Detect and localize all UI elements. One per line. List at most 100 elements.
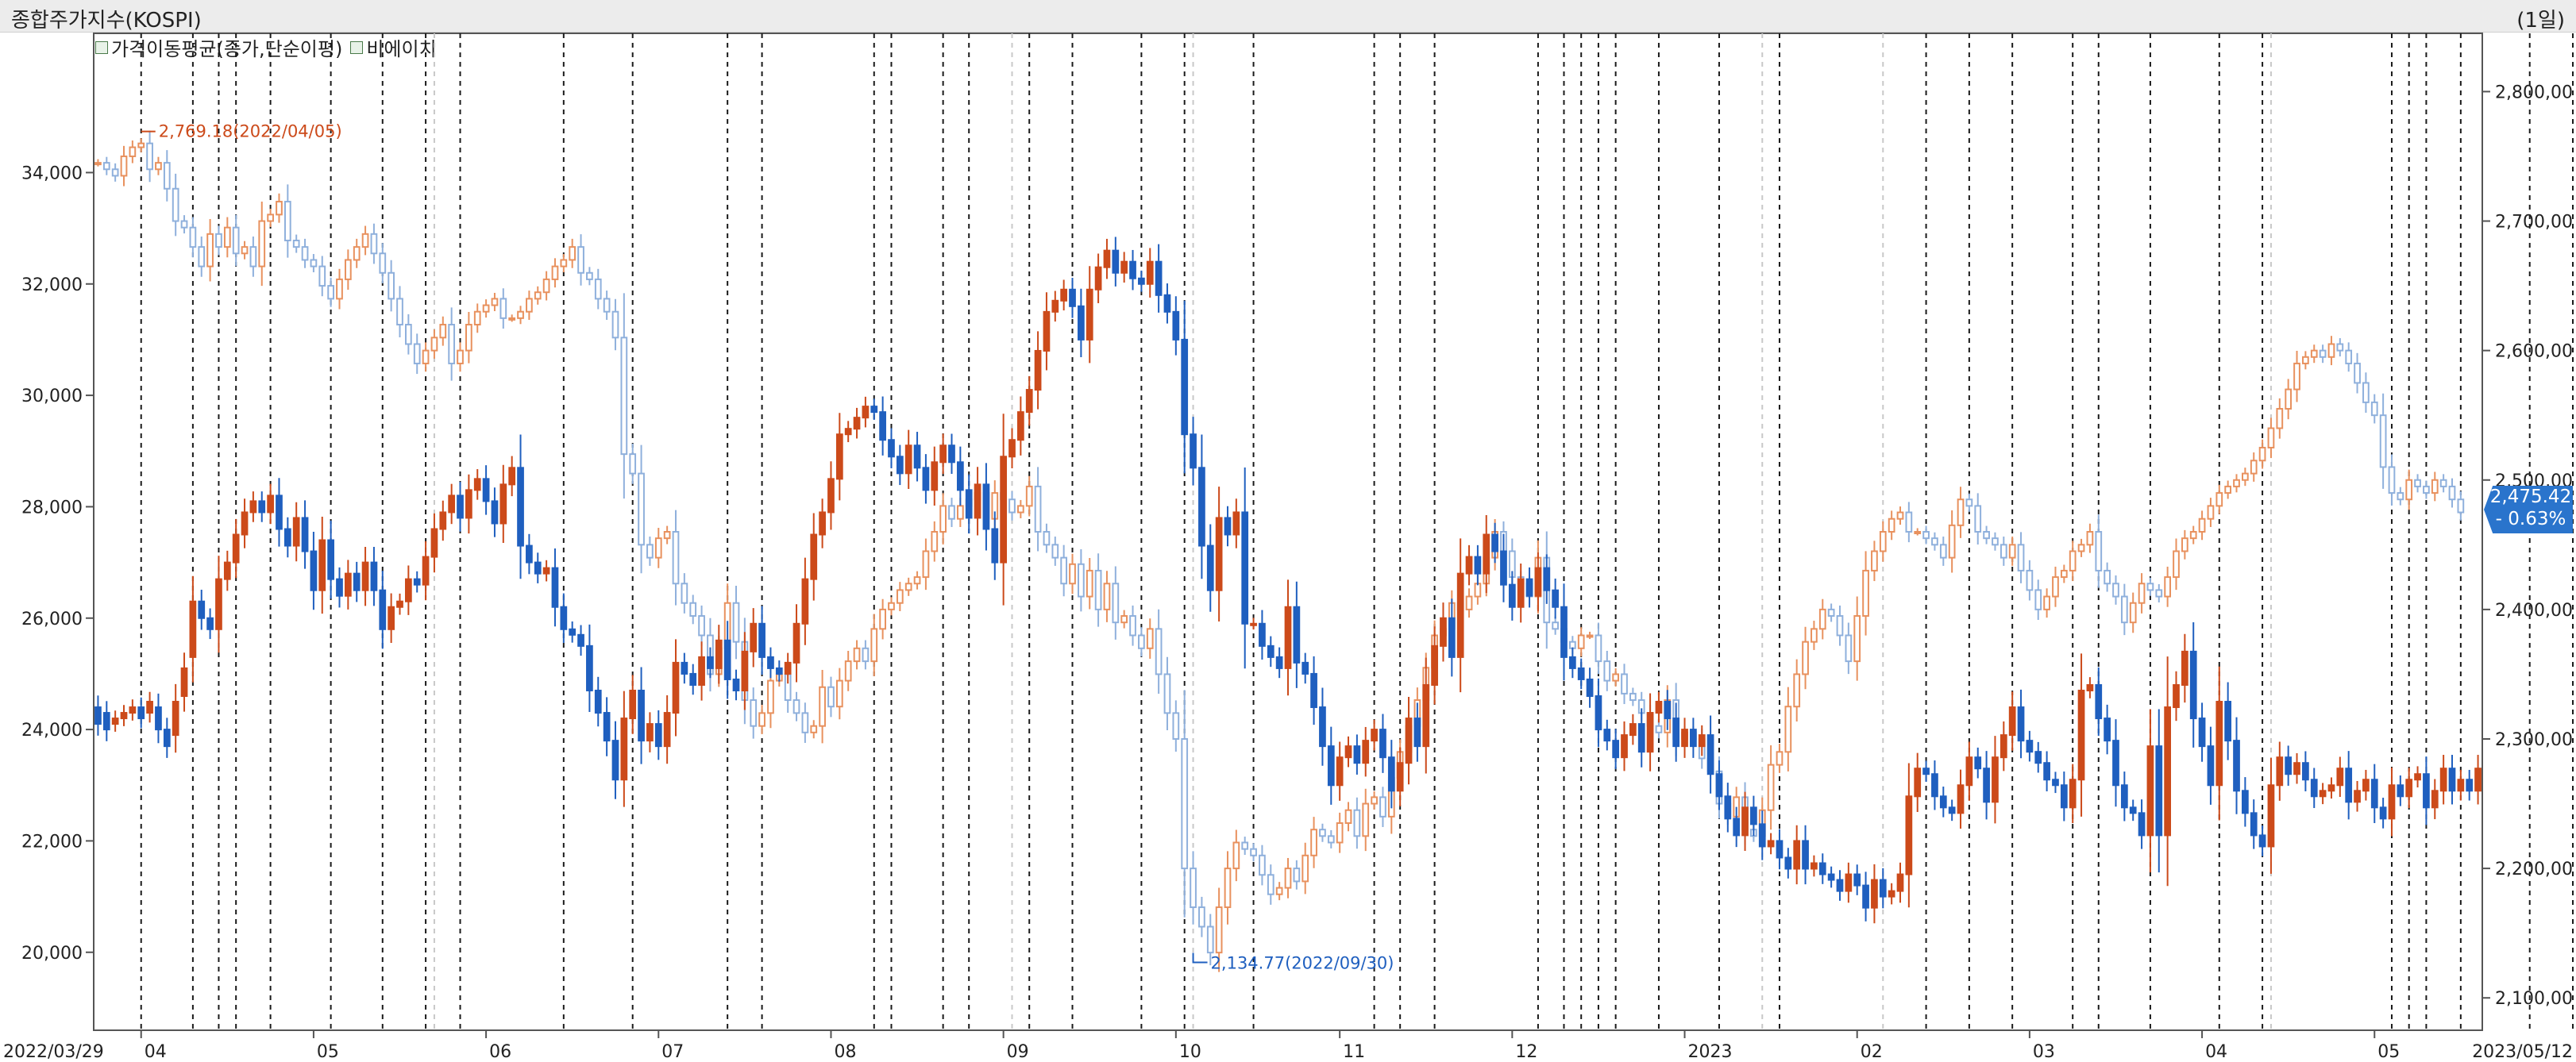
kospi-candle bbox=[810, 725, 818, 733]
kospi-candle bbox=[1595, 634, 1602, 663]
legend-item-moving-average[interactable]: 가격이동평균(종가,단순이평) bbox=[95, 33, 342, 61]
kospi-candle bbox=[939, 505, 947, 533]
kospi-candle bbox=[189, 226, 197, 248]
bh-candle bbox=[1939, 795, 1947, 809]
bh-candle bbox=[1396, 762, 1404, 792]
bh-candle bbox=[922, 467, 930, 491]
bh-candle bbox=[1508, 583, 1516, 608]
kospi-candle bbox=[2138, 583, 2146, 604]
kospi-candle bbox=[542, 278, 550, 294]
bh-candle bbox=[129, 706, 137, 714]
bh-candle bbox=[1293, 606, 1301, 664]
bh-candle bbox=[1086, 288, 1093, 341]
bh-candle bbox=[267, 494, 274, 514]
bh-candle bbox=[276, 494, 283, 530]
kospi-candle bbox=[1301, 854, 1309, 883]
bh-candle bbox=[2104, 718, 2111, 742]
bh-candle bbox=[1353, 745, 1361, 764]
bh-candle bbox=[292, 517, 300, 547]
kospi-candle bbox=[129, 146, 137, 157]
kospi-candle bbox=[206, 233, 214, 267]
kospi-candle bbox=[2302, 356, 2309, 364]
bh-candle bbox=[1896, 873, 1904, 892]
kospi-candle bbox=[1586, 634, 1594, 638]
kospi-candle bbox=[1552, 621, 1560, 630]
kospi-candle bbox=[681, 583, 688, 604]
bh-candle bbox=[2431, 790, 2439, 809]
kospi-candle bbox=[1293, 868, 1301, 883]
bh-candle bbox=[1224, 517, 1232, 536]
bh-candle bbox=[2069, 779, 2077, 809]
kospi-candle bbox=[499, 298, 507, 319]
kospi-candle bbox=[396, 298, 403, 326]
bh-candle bbox=[1000, 456, 1008, 564]
bh-candle bbox=[1568, 656, 1576, 669]
bh-candle bbox=[1672, 718, 1680, 748]
kospi-candle bbox=[1086, 569, 1093, 598]
bh-candle bbox=[707, 656, 714, 669]
x-axis-tick-label: 08 bbox=[834, 1042, 856, 1062]
bh-candle bbox=[396, 600, 403, 608]
kospi-candle bbox=[888, 602, 895, 610]
kospi-candle bbox=[2189, 531, 2197, 540]
kospi-candle bbox=[1353, 809, 1361, 837]
bh-candle bbox=[741, 650, 749, 691]
bh-candle bbox=[482, 478, 490, 502]
legend-checkbox-icon[interactable] bbox=[95, 40, 108, 54]
bh-candle bbox=[206, 617, 214, 630]
bh-candle bbox=[1603, 729, 1611, 742]
bh-candle bbox=[180, 667, 188, 697]
kospi-candle bbox=[1129, 615, 1136, 637]
bh-candle bbox=[2138, 812, 2146, 837]
bh-candle bbox=[1069, 288, 1076, 307]
bh-candle bbox=[318, 539, 326, 591]
bh-candle bbox=[137, 706, 145, 720]
bh-candle bbox=[439, 511, 447, 530]
kospi-candle bbox=[2008, 544, 2016, 559]
bh-candle bbox=[1448, 617, 1456, 658]
legend-checkbox-icon[interactable] bbox=[350, 40, 364, 54]
bh-candle bbox=[586, 645, 593, 691]
bh-candle bbox=[361, 561, 369, 591]
kospi-candle bbox=[663, 531, 671, 540]
kospi-candle bbox=[1327, 835, 1335, 844]
kospi-candle bbox=[361, 233, 369, 248]
kospi-candle bbox=[1190, 868, 1197, 909]
annotation-low-label: 2,134.77(2022/09/30) bbox=[1211, 954, 1394, 973]
kospi-candle bbox=[2155, 589, 2163, 598]
kospi-candle bbox=[1008, 498, 1016, 514]
bh-candle bbox=[2354, 790, 2361, 803]
kospi-candle bbox=[2112, 583, 2119, 598]
bh-candle bbox=[1422, 683, 1430, 748]
kospi-candle bbox=[155, 162, 162, 171]
x-axis-tick-label: 09 bbox=[1007, 1042, 1029, 1062]
right-axis-tick-label: 2,300,00 bbox=[2495, 730, 2573, 750]
kospi-candle bbox=[1206, 925, 1214, 954]
kospi-candle bbox=[913, 576, 921, 585]
bh-candle bbox=[301, 517, 309, 552]
x-axis-tick-label: 07 bbox=[661, 1042, 684, 1062]
kospi-candle bbox=[102, 162, 110, 171]
bh-candle bbox=[2043, 762, 2050, 781]
bh-candle bbox=[2034, 751, 2042, 764]
bh-candle bbox=[2370, 779, 2378, 809]
legend-item-bh[interactable]: 비에이치 bbox=[350, 33, 437, 61]
bh-candle bbox=[560, 606, 568, 630]
kospi-candle bbox=[2207, 505, 2215, 520]
kospi-candle bbox=[379, 252, 387, 274]
right-axis-tick-label: 2,700,00 bbox=[2495, 213, 2573, 233]
kospi-candle bbox=[654, 537, 662, 559]
bh-candle bbox=[1871, 879, 1878, 909]
bh-candle bbox=[413, 578, 421, 586]
kospi-candle bbox=[1344, 809, 1352, 825]
bh-candle bbox=[146, 701, 153, 714]
bh-candle bbox=[974, 483, 981, 519]
bh-candle bbox=[896, 456, 904, 475]
bh-candle bbox=[473, 478, 481, 491]
period-label[interactable]: (1일) bbox=[2516, 9, 2565, 33]
kospi-candle bbox=[430, 337, 438, 352]
kospi-candle bbox=[1155, 628, 1163, 675]
bh-candle bbox=[1992, 756, 1999, 803]
kospi-candle bbox=[276, 201, 283, 216]
